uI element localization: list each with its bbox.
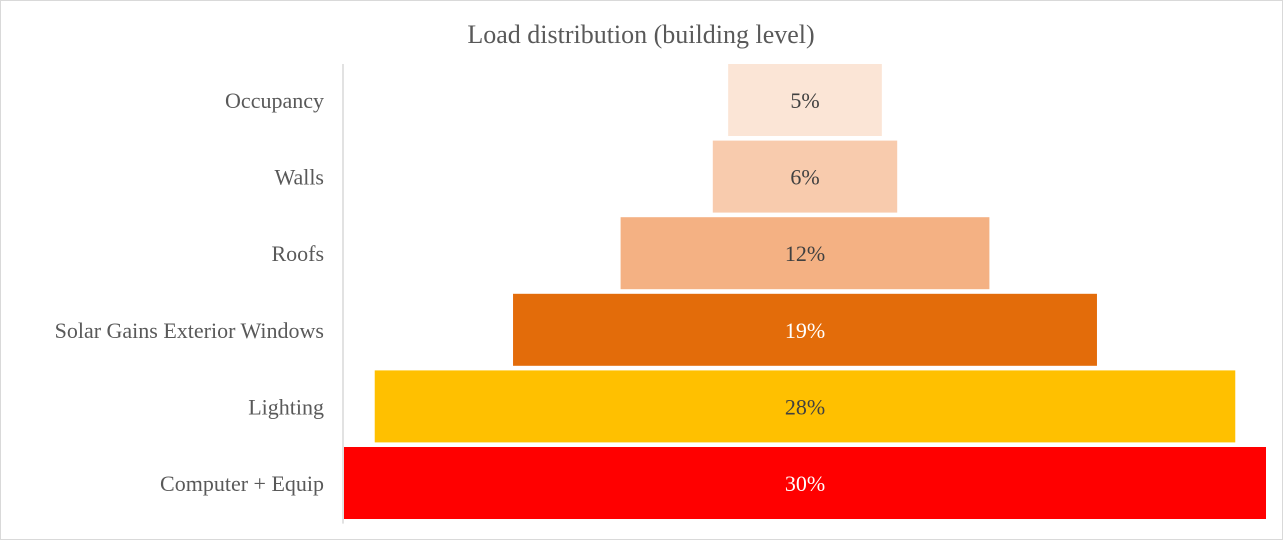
category-label: Occupancy	[225, 88, 324, 113]
chart-title: Load distribution (building level)	[467, 20, 814, 49]
data-label: 30%	[785, 471, 825, 496]
data-label: 6%	[790, 165, 819, 190]
category-label: Walls	[274, 165, 324, 190]
funnel-bars	[344, 64, 1266, 519]
funnel-bar	[620, 217, 990, 290]
data-label: 12%	[785, 241, 825, 266]
data-labels: 5% 6% 12% 19% 28% 30%	[785, 88, 825, 496]
category-label: Roofs	[271, 241, 324, 266]
category-label: Lighting	[248, 394, 324, 419]
funnel-bar	[374, 370, 1236, 443]
data-label: 19%	[785, 318, 825, 343]
funnel-bar	[728, 64, 882, 136]
data-label: 5%	[790, 88, 819, 113]
funnel-bar	[513, 293, 1097, 366]
data-label: 28%	[785, 394, 825, 419]
category-label: Computer + Equip	[160, 471, 324, 496]
funnel-bar	[344, 447, 1266, 519]
funnel-bar	[712, 140, 898, 213]
category-label: Solar Gains Exterior Windows	[55, 318, 324, 343]
category-labels: Occupancy Walls Roofs Solar Gains Exterior …	[55, 88, 324, 496]
